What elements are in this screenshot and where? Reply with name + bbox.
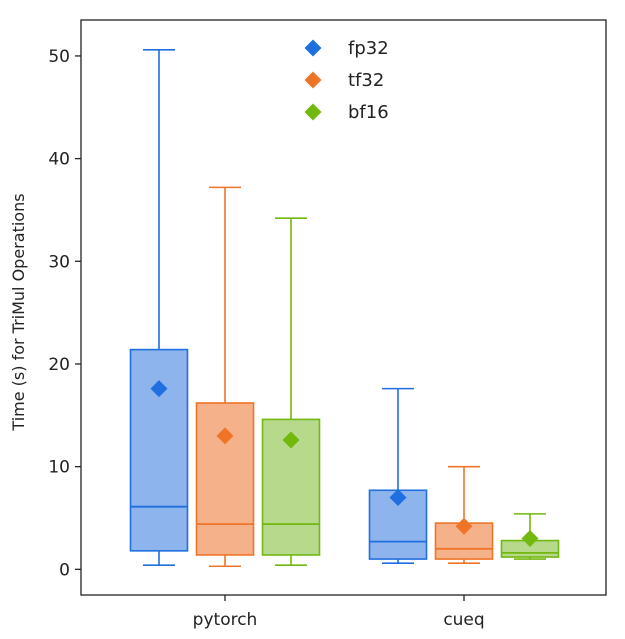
y-tick-label: 0 — [59, 560, 70, 580]
x-tick-label: cueq — [443, 610, 484, 630]
box-body — [129, 348, 189, 552]
mean-marker — [521, 530, 539, 548]
plot-frame — [80, 19, 607, 596]
axes: 0 10 20 30 40 50 pytorch cueq — [48, 19, 607, 630]
legend: fp32 tf32 bf16 — [304, 38, 389, 123]
box-bf16-pytorch — [261, 217, 321, 567]
mean-marker — [455, 517, 473, 535]
mean-marker — [282, 431, 300, 449]
y-axis-label: Time (s) for TriMul Operations — [9, 193, 28, 431]
y-tick-label: 20 — [48, 355, 70, 375]
box-bf16-cueq — [500, 513, 560, 560]
y-tick-label: 10 — [48, 458, 70, 478]
x-tick-label: pytorch — [193, 610, 258, 630]
box-fp32-cueq — [368, 387, 428, 564]
legend-item-bf16: bf16 — [304, 102, 389, 123]
box-fp32-pytorch — [129, 48, 189, 567]
legend-marker — [304, 39, 322, 57]
box-tf32-cueq — [434, 465, 494, 564]
legend-marker — [304, 71, 322, 89]
legend-label: fp32 — [348, 38, 389, 59]
mean-marker — [389, 488, 407, 506]
mean-marker — [150, 380, 168, 398]
box-body — [195, 402, 255, 556]
box-tf32-pytorch — [195, 186, 255, 568]
legend-item-fp32: fp32 — [304, 38, 389, 59]
legend-label: tf32 — [348, 70, 384, 91]
y-tick-label: 30 — [48, 252, 70, 272]
legend-marker — [304, 103, 322, 121]
plot-area — [129, 48, 560, 568]
y-tick-label: 50 — [48, 47, 70, 67]
legend-label: bf16 — [348, 102, 389, 123]
y-tick-label: 40 — [48, 150, 70, 170]
legend-item-tf32: tf32 — [304, 70, 384, 91]
mean-marker — [216, 427, 234, 445]
